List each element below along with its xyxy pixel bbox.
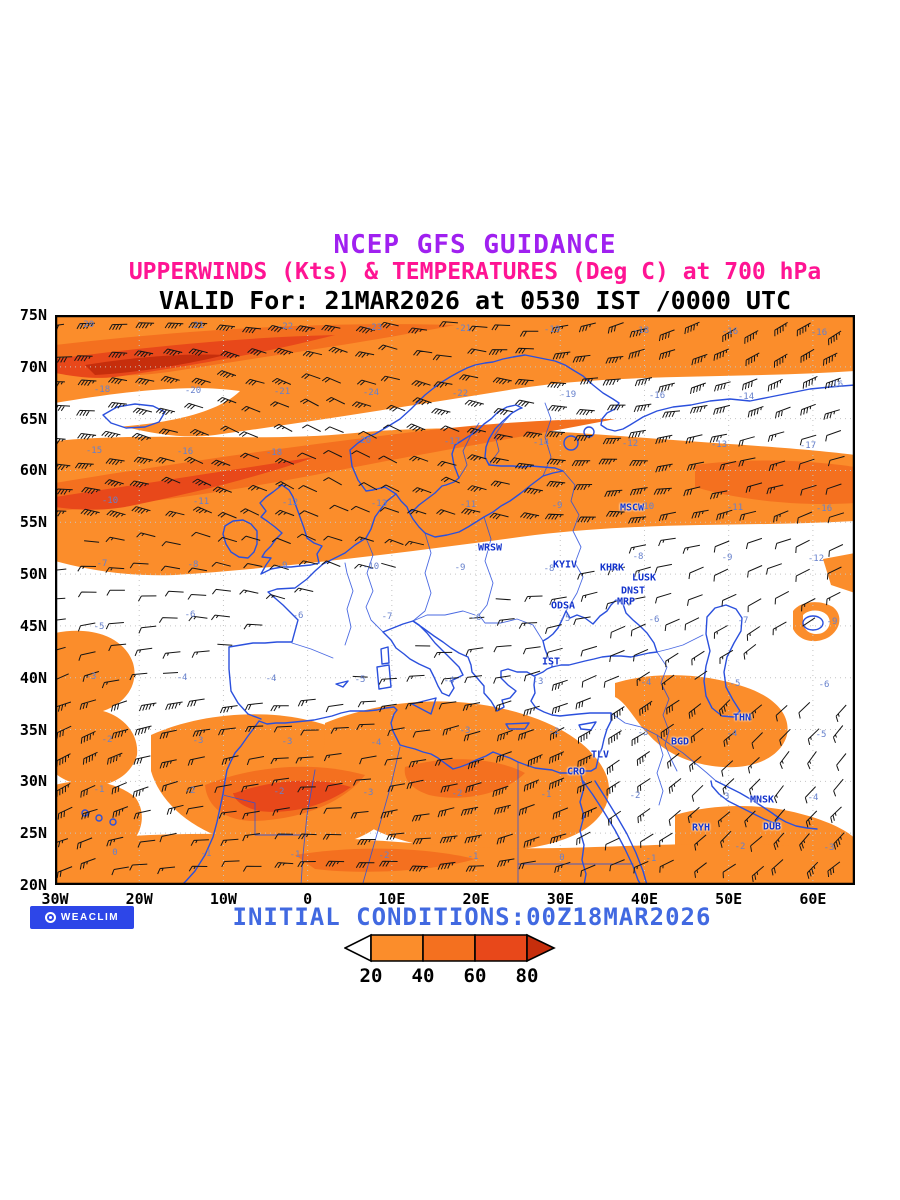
country-borders — [222, 402, 717, 885]
colorbar-tick-label: 20 — [359, 965, 383, 987]
island-balearic — [335, 680, 349, 688]
lat-axis-label: 55N — [19, 513, 47, 532]
coastline-black-sea — [542, 599, 658, 668]
coastline-iceland — [102, 403, 166, 429]
coastline-ireland — [222, 519, 258, 559]
map-canvas — [55, 315, 855, 885]
island-sicily — [411, 697, 437, 715]
coastlines — [81, 354, 855, 885]
lat-axis-label: 30N — [19, 772, 47, 791]
title-variable: UPPERWINDS (Kts) & TEMPERATURES (Deg C) … — [128, 259, 822, 285]
weaclim-badge-label: WEACLIM — [60, 912, 120, 923]
lat-axis-label: 20N — [19, 876, 47, 894]
colorbar-tick-label: 80 — [515, 965, 539, 987]
colorbar-canvas — [344, 933, 556, 963]
coastline-red-sea — [582, 780, 648, 885]
island-crete — [505, 722, 530, 730]
contour-ring — [802, 615, 824, 631]
lat-axis-label: 40N — [19, 668, 47, 687]
lat-axis-label: 50N — [19, 565, 47, 584]
wind-speed-colorbar: 20 40 60 80 — [344, 933, 556, 987]
colorbar-labels: 20 40 60 80 — [344, 963, 556, 987]
island-cyprus — [578, 721, 597, 731]
coastline-britain — [259, 484, 323, 575]
colorbar-segment — [474, 934, 528, 962]
weaclim-badge: WEACLIM — [30, 906, 134, 929]
lat-axis-label: 65N — [19, 409, 47, 428]
colorbar-segment — [344, 933, 372, 963]
lat-axis-label: 25N — [19, 824, 47, 843]
colorbar-tick-label: 40 — [411, 965, 435, 987]
weaclim-logo-icon — [44, 912, 56, 923]
coastline-west-europe — [228, 404, 564, 720]
coastline-italy — [382, 620, 464, 697]
colorbar-segment — [422, 934, 476, 962]
map-panel: 75N 70N 65N 60N 55N 50N 45N 40N 35N 30N 25N 20N 30W 2… — [20, 306, 855, 908]
lat-axis-label: 35N — [19, 720, 47, 739]
island-canary-3 — [109, 818, 117, 826]
wind-speed-shading — [55, 315, 855, 885]
colorbar-tick-label: 60 — [463, 965, 487, 987]
initial-conditions-text: INITIAL CONDITIONS:00Z18MAR2026 — [232, 903, 712, 931]
lat-axis-label: 60N — [19, 461, 47, 480]
lat-axis-label: 45N — [19, 616, 47, 635]
coastline-persian-gulf — [710, 780, 818, 830]
colorbar-segment — [370, 934, 424, 962]
coastline-med-africa — [181, 676, 612, 885]
island-canary-2 — [95, 814, 103, 822]
coastline-caspian — [703, 604, 743, 718]
island-corsica — [380, 646, 390, 665]
title-model: NCEP GFS GUIDANCE — [333, 230, 617, 260]
lake-ladoga — [563, 435, 579, 451]
map-frame — [55, 315, 855, 885]
title-valid-time: VALID For: 21MAR2026 at 0530 IST /0000 U… — [158, 286, 792, 315]
coastline-norway-russia — [349, 354, 855, 495]
lat-axis-label: 70N — [19, 357, 47, 376]
island-sardinia — [376, 664, 392, 690]
colorbar-segment — [526, 933, 556, 963]
coastline-adriatic-greece — [412, 620, 553, 712]
